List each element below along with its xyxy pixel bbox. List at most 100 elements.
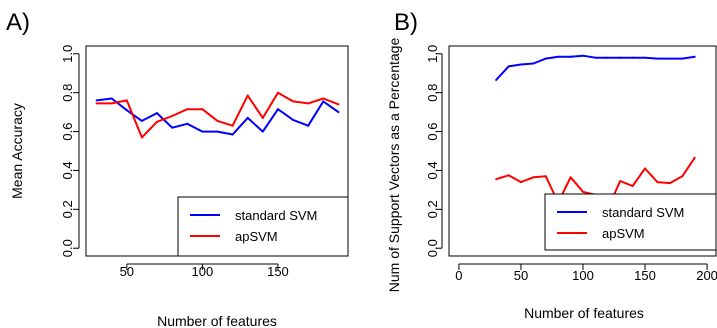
y-tick-label: 0.4 <box>425 161 440 179</box>
x-tick-label: 50 <box>120 264 134 279</box>
legend-entry: apSVM <box>602 226 645 241</box>
data-point <box>231 124 234 127</box>
legend-entry: standard SVM <box>235 208 317 223</box>
x-axis-title: Number of features <box>157 313 277 328</box>
x-tick-label: 150 <box>634 268 656 283</box>
y-axis-title: Mean Accuracy <box>9 103 25 199</box>
y-tick-label: 0.0 <box>60 239 75 257</box>
legend-entry: standard SVM <box>602 205 684 220</box>
data-point <box>337 111 340 114</box>
data-point <box>594 56 597 59</box>
data-point <box>495 79 498 82</box>
data-point <box>582 54 584 57</box>
data-point <box>292 118 295 121</box>
data-point <box>292 100 295 103</box>
y-tick-label: 0.2 <box>425 200 440 218</box>
data-point <box>110 97 113 100</box>
panel-label: B) <box>394 9 418 36</box>
series-line <box>495 54 695 81</box>
legend-box <box>544 193 717 251</box>
data-point <box>557 55 560 58</box>
y-tick-label: 0.0 <box>425 239 440 257</box>
data-point <box>307 102 310 105</box>
x-tick-label: 200 <box>696 268 717 283</box>
data-point <box>582 190 584 193</box>
y-tick-label: 0.4 <box>60 161 75 179</box>
data-point <box>171 126 174 129</box>
y-tick-label: 0.6 <box>60 123 75 141</box>
y-tick-label: 1.0 <box>425 45 440 63</box>
y-axis-title: Num of Support Vectors as a Percentage <box>386 38 402 293</box>
data-point <box>216 119 219 122</box>
data-point <box>322 100 325 103</box>
data-point <box>631 56 634 59</box>
data-point <box>681 175 684 178</box>
data-point <box>606 56 609 59</box>
data-point <box>95 99 98 102</box>
data-point <box>519 63 522 66</box>
data-point <box>186 122 189 125</box>
data-point <box>186 108 189 111</box>
x-tick-label: 50 <box>514 268 528 283</box>
data-point <box>140 136 143 139</box>
y-tick-label: 0.8 <box>60 84 75 102</box>
data-point <box>693 55 696 58</box>
data-point <box>668 182 671 185</box>
y-tick-label: 1.0 <box>60 45 75 63</box>
data-point <box>631 185 634 187</box>
data-point <box>668 57 671 60</box>
data-point <box>656 57 659 60</box>
y-tick-label: 0.2 <box>60 200 75 218</box>
data-point <box>322 97 325 100</box>
data-point <box>246 116 249 119</box>
data-point <box>231 133 234 136</box>
x-tick-label: 100 <box>192 264 214 279</box>
legend-entry: apSVM <box>235 229 278 244</box>
data-point <box>544 175 547 178</box>
data-point <box>619 180 622 183</box>
x-tick-label: 0 <box>455 268 462 283</box>
data-point <box>644 56 647 59</box>
data-point <box>276 91 279 94</box>
data-point <box>619 56 622 59</box>
data-point <box>544 57 547 60</box>
data-point <box>507 174 510 177</box>
data-point <box>681 57 684 60</box>
data-point <box>95 102 98 105</box>
data-point <box>110 102 113 105</box>
panel-b: B) 0.0 0.2 0.4 0.6 0.8 1.0 0 50 100 150 200 Number o… <box>386 9 717 321</box>
data-point <box>261 116 264 119</box>
data-point <box>216 130 219 133</box>
x-tick-label: 150 <box>267 264 289 279</box>
panel-a: A) 0.0 0.2 0.4 0.6 0.8 1.0 50 100 150 Number of fe… <box>6 9 349 328</box>
data-point <box>261 130 264 133</box>
legend-box <box>177 196 349 257</box>
plot-frame <box>448 45 717 257</box>
data-point <box>532 62 535 65</box>
y-tick-label: 0.8 <box>425 84 440 102</box>
data-point <box>246 94 249 97</box>
data-point <box>276 108 279 111</box>
data-point <box>140 119 143 122</box>
data-point <box>569 176 572 179</box>
panel-label: A) <box>6 9 30 36</box>
data-point <box>693 156 696 159</box>
data-point <box>337 103 340 106</box>
data-point <box>519 181 522 184</box>
data-point <box>156 112 159 115</box>
data-point <box>156 120 159 123</box>
data-point <box>125 99 128 102</box>
data-point <box>201 108 204 111</box>
x-axis-title: Number of features <box>524 305 644 321</box>
data-point <box>656 181 659 184</box>
data-point <box>532 176 535 179</box>
x-tick-label: 100 <box>572 268 594 283</box>
data-point <box>201 130 204 133</box>
data-point <box>171 115 174 117</box>
data-point <box>307 124 310 127</box>
data-point <box>495 178 498 181</box>
data-point <box>644 167 647 170</box>
data-point <box>569 55 572 58</box>
y-tick-label: 0.6 <box>425 123 440 141</box>
